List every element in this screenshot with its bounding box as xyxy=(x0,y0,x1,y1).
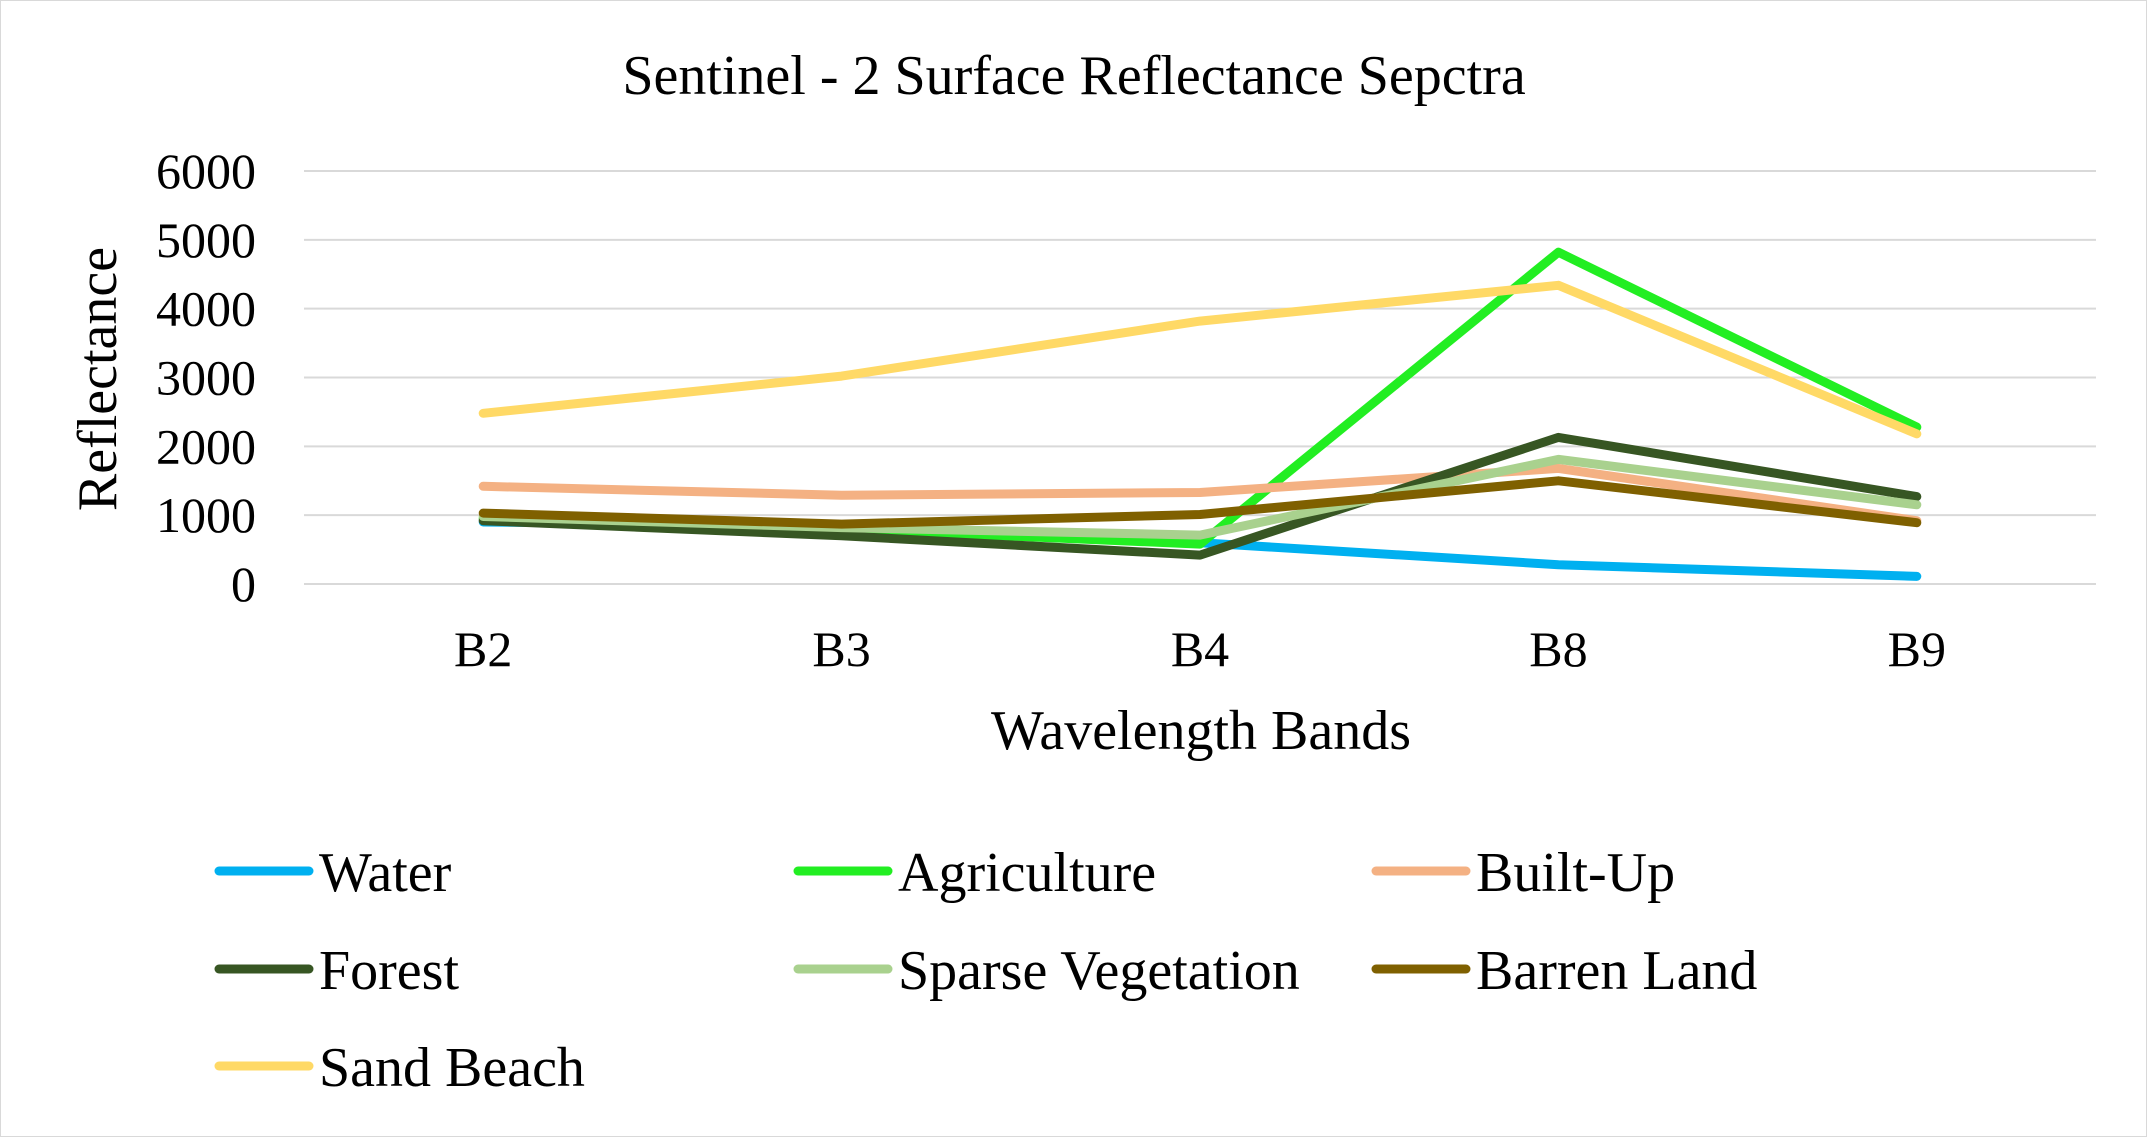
x-tick-label: B2 xyxy=(454,621,512,677)
legend-label: Forest xyxy=(319,940,459,1002)
y-tick-label: 2000 xyxy=(156,418,256,474)
legend-item-barren-land: Barren Land xyxy=(1371,940,1757,1002)
series-line-barren-land xyxy=(478,476,1922,529)
chart-title: Sentinel - 2 Surface Reflectance Sepctra xyxy=(622,45,1526,107)
legend-item-built-up: Built-Up xyxy=(1371,842,1675,904)
y-tick-label: 1000 xyxy=(156,487,256,543)
y-tick-label: 5000 xyxy=(156,212,256,268)
legend-label: Sand Beach xyxy=(319,1037,585,1099)
legend-item-sparse-vegetation: Sparse Vegetation xyxy=(793,940,1300,1002)
y-tick-label: 0 xyxy=(231,556,256,612)
x-axis-title: Wavelength Bands xyxy=(991,700,1411,762)
series-lines xyxy=(478,247,1922,581)
legend-label: Agriculture xyxy=(898,842,1156,904)
legend-item-agriculture: Agriculture xyxy=(793,842,1156,904)
legend-label: Sparse Vegetation xyxy=(898,940,1300,1002)
legend-item-water: Water xyxy=(214,842,452,904)
x-tick-label: B9 xyxy=(1888,621,1946,677)
series-line-built-up xyxy=(478,463,1922,526)
x-tick-label: B8 xyxy=(1529,621,1587,677)
x-axis-ticks: B2 B3 B4 B8 B9 xyxy=(454,621,1946,677)
series-line-sand-beach xyxy=(478,280,1922,439)
y-tick-label: 6000 xyxy=(156,143,256,199)
series-line-forest xyxy=(478,432,1922,560)
legend-item-forest: Forest xyxy=(214,940,459,1002)
legend-label: Barren Land xyxy=(1476,940,1757,1002)
y-tick-label: 4000 xyxy=(156,281,256,337)
y-tick-label: 3000 xyxy=(156,350,256,406)
legend-label: Water xyxy=(319,842,452,904)
legend: Water Agriculture Built-Up Forest Sparse Veg… xyxy=(214,842,1757,1099)
x-tick-label: B3 xyxy=(812,621,870,677)
y-axis-ticks: 0 1000 2000 3000 4000 5000 6000 xyxy=(156,143,256,612)
legend-label: Built-Up xyxy=(1476,842,1675,904)
x-tick-label: B4 xyxy=(1171,621,1229,677)
y-axis-title: Reflectance xyxy=(67,247,129,511)
legend-item-sand-beach: Sand Beach xyxy=(214,1037,585,1099)
